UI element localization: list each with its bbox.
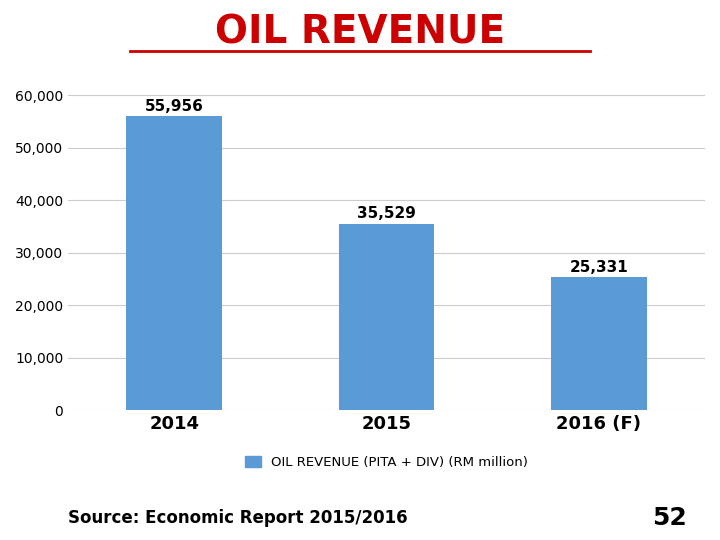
Legend: OIL REVENUE (PITA + DIV) (RM million): OIL REVENUE (PITA + DIV) (RM million) <box>240 451 534 474</box>
Bar <box>551 277 647 410</box>
Text: 55,956: 55,956 <box>145 99 204 114</box>
Text: 25,331: 25,331 <box>570 260 629 274</box>
Bar <box>339 224 434 410</box>
Bar <box>127 117 222 410</box>
Text: Source: Economic Report 2015/2016: Source: Economic Report 2015/2016 <box>68 509 408 528</box>
Text: 35,529: 35,529 <box>357 206 416 221</box>
Text: 52: 52 <box>652 507 687 530</box>
Text: OIL REVENUE: OIL REVENUE <box>215 14 505 51</box>
